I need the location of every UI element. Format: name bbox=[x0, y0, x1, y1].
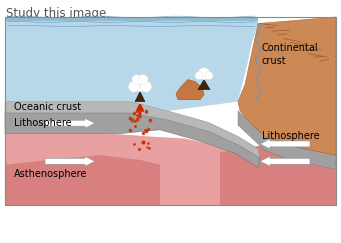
Polygon shape bbox=[5, 17, 258, 21]
Text: Study this image.: Study this image. bbox=[6, 7, 110, 20]
Text: Lithosphere: Lithosphere bbox=[14, 118, 72, 128]
FancyArrow shape bbox=[45, 156, 95, 166]
Circle shape bbox=[205, 72, 213, 80]
Circle shape bbox=[129, 81, 139, 92]
Circle shape bbox=[132, 76, 148, 92]
FancyArrow shape bbox=[260, 139, 310, 149]
Polygon shape bbox=[5, 113, 260, 167]
Polygon shape bbox=[5, 131, 336, 205]
Circle shape bbox=[198, 68, 210, 80]
Circle shape bbox=[140, 81, 151, 92]
Text: Continental
crust: Continental crust bbox=[262, 43, 318, 66]
Circle shape bbox=[195, 72, 203, 80]
Polygon shape bbox=[198, 80, 210, 90]
FancyArrow shape bbox=[260, 156, 310, 166]
Polygon shape bbox=[220, 141, 336, 205]
Text: Oceanic crust: Oceanic crust bbox=[14, 102, 81, 112]
Text: Lithosphere: Lithosphere bbox=[262, 131, 320, 141]
Polygon shape bbox=[135, 92, 145, 102]
Circle shape bbox=[138, 75, 148, 85]
Polygon shape bbox=[176, 80, 204, 100]
Polygon shape bbox=[238, 17, 336, 155]
Polygon shape bbox=[5, 102, 260, 158]
Text: Asthenosphere: Asthenosphere bbox=[14, 169, 87, 179]
Polygon shape bbox=[238, 111, 336, 169]
FancyArrow shape bbox=[45, 118, 95, 128]
Polygon shape bbox=[5, 155, 160, 205]
Circle shape bbox=[132, 75, 142, 85]
Polygon shape bbox=[5, 17, 258, 111]
